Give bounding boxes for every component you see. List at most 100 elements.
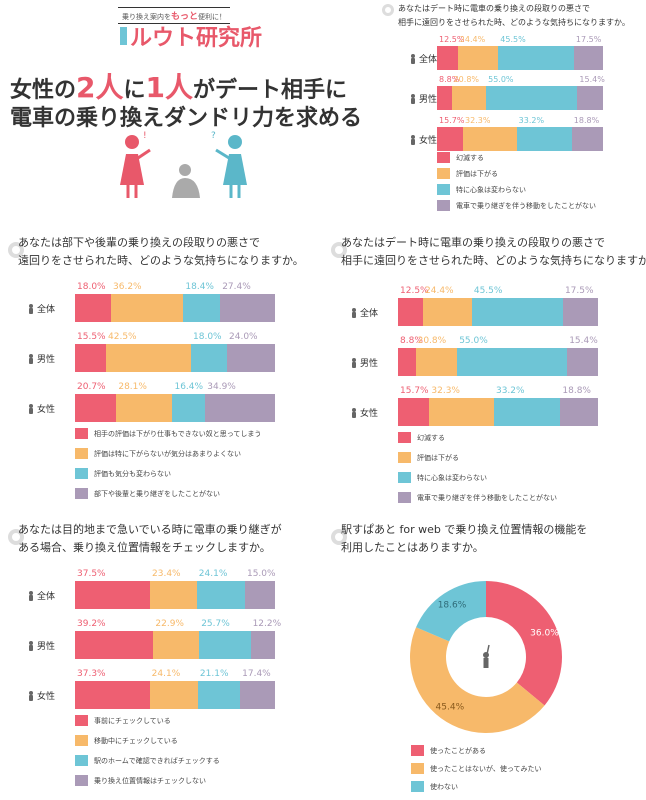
- legend-item: 使わない: [411, 781, 458, 792]
- row-label-text: 女性: [37, 692, 56, 702]
- legend-label: 特に心象は変わらない: [417, 473, 487, 482]
- question-mark-icon: [8, 529, 24, 545]
- legend-item: 電車で乗り継ぎを伴う移動をしたことがない: [398, 492, 557, 503]
- data-label: 18.8%: [573, 116, 600, 125]
- stacked-bar: 15.7% 32.3% 33.2% 18.8%: [437, 116, 603, 151]
- bar-segment: 18.0%: [75, 282, 111, 322]
- data-label: 32.3%: [431, 386, 460, 396]
- bar-segment: 15.7%: [398, 386, 430, 426]
- page-title-line1: 女性の2人に1人がデート相手に: [10, 71, 348, 104]
- data-label: 21.1%: [199, 669, 229, 679]
- legend-item: 評価は下がる: [437, 168, 498, 179]
- row-label-text: 男性: [37, 355, 56, 365]
- data-label: 17.5%: [564, 286, 594, 296]
- row-label-text: 女性: [419, 136, 438, 146]
- data-label: 18.0%: [193, 332, 222, 342]
- data-label: 45.4%: [436, 703, 465, 713]
- legend-swatch: [411, 745, 424, 756]
- bar-segment: 27.4%: [220, 282, 275, 322]
- sitting-person-gray-icon: [172, 164, 200, 198]
- legend-item: 乗り換え位置情報はチェックしない: [75, 775, 206, 786]
- data-label: 32.3%: [465, 116, 491, 125]
- bar-segment: 18.8%: [560, 386, 598, 426]
- legend-item: 特に心象は変わらない: [398, 472, 487, 483]
- person-pointing-icon: [483, 644, 490, 668]
- legend-label: 評価は下がる: [456, 169, 498, 178]
- donut-chart: 36.0% 45.4% 18.6%: [410, 581, 562, 733]
- bar-segment: 24.1%: [196, 569, 245, 609]
- person-icon: [28, 403, 34, 414]
- row-label-text: 全体: [419, 55, 438, 65]
- data-label: 27.4%: [222, 282, 251, 292]
- data-label: 18.4%: [185, 282, 214, 292]
- row-label: 全体: [351, 306, 378, 319]
- bar-segment: 8.8%: [437, 75, 459, 110]
- data-label: 15.7%: [400, 386, 429, 396]
- data-label: 36.2%: [113, 282, 142, 292]
- svg-text:?: ?: [211, 131, 216, 141]
- legend-item: 評価は特に下がらないが気分はあまりよくない: [75, 448, 241, 459]
- legend-swatch: [75, 735, 88, 746]
- bar-segment: 22.9%: [153, 619, 200, 659]
- legend-swatch: [75, 468, 88, 479]
- bar-segment: 18.4%: [183, 282, 221, 322]
- data-label: 24.4%: [459, 35, 486, 44]
- data-label: 45.5%: [473, 286, 503, 296]
- legend-item: 部下や後輩と乗り継ぎをしたことがない: [75, 488, 220, 499]
- data-label: 23.4%: [152, 569, 181, 579]
- angry-woman-pink-icon: !: [120, 131, 151, 198]
- legend-label: 評価は下がる: [417, 453, 459, 462]
- legend-item: 評価も気分も変わらない: [75, 468, 171, 479]
- bar-segment: 32.3%: [463, 116, 517, 151]
- legend-swatch: [411, 781, 424, 792]
- stacked-bar: 18.0% 36.2% 18.4% 27.4%: [75, 282, 275, 322]
- legend-swatch: [75, 488, 88, 499]
- data-label: 55.0%: [459, 336, 488, 346]
- legend-item: 使ったことはないが、使ってみたい: [411, 763, 542, 774]
- bar-segment: 20.8%: [415, 336, 458, 376]
- legend-label: 乗り換え位置情報はチェックしない: [94, 776, 206, 785]
- legend-label: 駅のホームで確認できればチェックする: [94, 756, 220, 765]
- data-label: 24.1%: [198, 569, 228, 579]
- stacked-bar: 8.8% 20.8% 55.0% 15.4%: [398, 336, 598, 376]
- logo-text: ルウト研究所: [130, 26, 263, 51]
- legend-label: 電車で乗り継ぎを伴う移動をしたことがない: [456, 201, 596, 210]
- svg-text:!: !: [143, 131, 147, 141]
- bar-segment: 42.5%: [106, 332, 191, 372]
- data-label: 15.5%: [77, 332, 106, 342]
- question-mark-icon: [331, 242, 347, 258]
- legend-label: 使ったことはないが、使ってみたい: [430, 764, 542, 773]
- logo: ルウト研究所: [120, 20, 262, 52]
- bar-segment: 33.2%: [516, 116, 572, 151]
- data-label: 22.9%: [155, 619, 184, 629]
- question-text: あなたはデート時に電車の乗り換えの段取りの悪さで 相手に遠回りをさせられた時、どの…: [341, 236, 646, 267]
- question-text: 駅すぱあと for web で乗り換え位置情報の機能を 利用したことはありますか。: [341, 523, 588, 554]
- bar-segment: 12.5%: [437, 35, 464, 70]
- row-label-text: 男性: [419, 95, 438, 105]
- data-label: 12.5%: [400, 286, 429, 296]
- bar-segment: 15.0%: [244, 569, 276, 609]
- bar-segment: 12.5%: [398, 286, 429, 326]
- data-label: 20.8%: [417, 336, 447, 346]
- bar-segment: 23.4%: [150, 569, 197, 609]
- bar-segment: 55.0%: [457, 336, 568, 376]
- chart-panel-q4: 駅すぱあと for web で乗り換え位置情報の機能を 利用したことはありますか。…: [323, 515, 646, 800]
- bar-segment: 17.5%: [573, 35, 603, 70]
- bar-segment: 55.0%: [486, 75, 578, 110]
- stacked-bar: 39.2% 22.9% 25.7% 12.2%: [75, 619, 281, 659]
- row-label: 女性: [351, 406, 378, 419]
- bar-segment: 45.5%: [471, 286, 563, 326]
- row-label-text: 男性: [37, 642, 56, 652]
- bar-segment: 15.4%: [567, 336, 598, 376]
- bar-segment: 37.5%: [75, 569, 150, 609]
- data-label: 12.5%: [439, 35, 465, 44]
- tagline: 乗り換え案内をもっと便利に！: [118, 7, 231, 24]
- illustration: ! ?: [120, 131, 247, 198]
- data-label: 25.7%: [201, 619, 230, 629]
- row-label: 全体: [410, 52, 437, 65]
- donut-slice: [410, 627, 545, 733]
- bar-segment: 15.4%: [577, 75, 605, 110]
- stacked-bar: 37.3% 24.1% 21.1% 17.4%: [75, 669, 275, 709]
- row-label: 男性: [28, 352, 55, 365]
- stacked-bar: 8.8% 20.8% 55.0% 15.4%: [437, 75, 605, 110]
